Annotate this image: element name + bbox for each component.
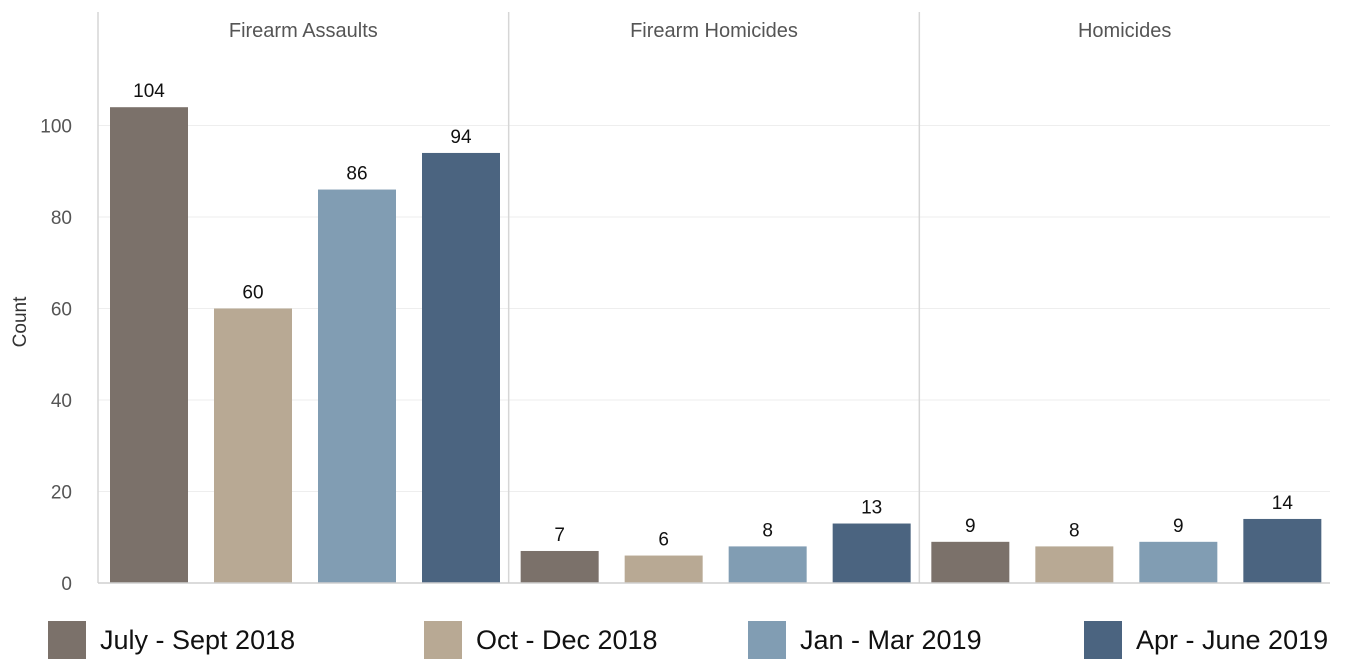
y-tick-label: 100 [40,117,72,138]
y-tick-label: 80 [51,208,72,229]
legend-label: Jan - Mar 2019 [800,624,982,655]
data-label: 14 [1272,493,1294,514]
data-labels: 104 60 86 94 7 6 8 13 9 8 9 14 [133,81,1293,550]
data-label: 94 [450,127,472,148]
legend-label: Oct - Dec 2018 [476,624,658,655]
legend-swatch [48,621,86,659]
bar [520,550,599,583]
y-tick-label: 20 [51,483,72,504]
y-axis-ticks: 0 20 40 60 80 100 [40,117,72,596]
legend-item: Oct - Dec 2018 [424,620,658,660]
y-tick-label: 0 [61,574,72,595]
data-label: 7 [554,525,565,546]
bar [214,308,292,583]
bar [318,189,396,584]
data-label: 13 [861,498,882,519]
data-label: 8 [762,520,773,541]
y-tick-label: 40 [51,391,72,412]
facet-dividers [97,12,921,583]
bar [422,152,500,583]
bar [832,523,911,583]
legend-swatch [1084,621,1122,659]
legend-label: July - Sept 2018 [100,624,296,655]
data-label: 86 [346,164,367,185]
legend-label: Apr - June 2019 [1136,624,1329,655]
grid-layer [98,125,1330,492]
bar [1243,518,1322,583]
data-label: 60 [242,283,263,304]
bar [1139,541,1218,583]
facet-title: Homicides [1078,20,1171,42]
bar [1035,546,1114,583]
facet-title: Firearm Homicides [630,20,798,42]
legend: July - Sept 2018 Oct - Dec 2018 Jan - Mar … [0,620,1355,660]
legend-swatch [424,621,462,659]
bars [110,107,1322,584]
data-label: 9 [965,516,976,537]
bar [728,546,807,583]
data-label: 8 [1069,520,1080,541]
bar [110,107,188,583]
data-label: 6 [658,530,669,551]
bar [931,541,1010,583]
facet-title: Firearm Assaults [229,20,378,42]
data-label: 9 [1173,516,1184,537]
y-axis-title: Count [10,296,31,347]
legend-item: July - Sept 2018 [48,620,295,660]
y-tick-label: 60 [51,300,72,321]
legend-swatch [748,621,786,659]
legend-item: Jan - Mar 2019 [748,620,982,660]
bar-chart: Firearm Assaults Firearm Homicides Homicid… [10,12,1330,596]
bar [624,555,703,583]
legend-item: Apr - June 2019 [1084,620,1328,660]
facet-titles: Firearm Assaults Firearm Homicides Homicid… [229,20,1171,42]
data-label: 104 [133,81,165,102]
